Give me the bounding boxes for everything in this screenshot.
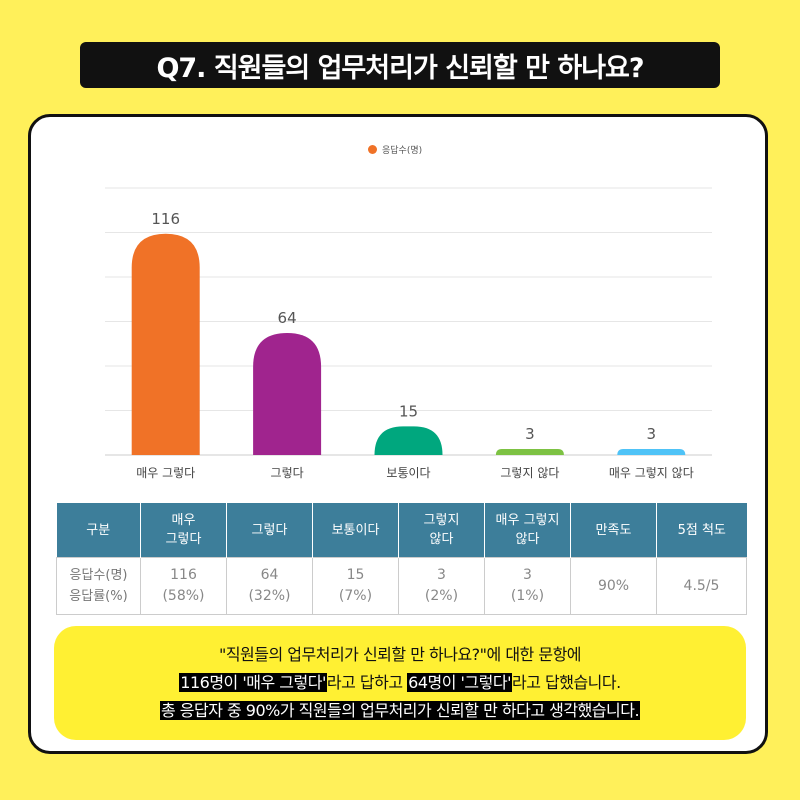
bar-value-label: 116 bbox=[151, 210, 180, 228]
summary-line-3: 총 응답자 중 90%가 직원들의 업무처리가 신뢰할 만 하다고 생각했습니다… bbox=[159, 697, 641, 725]
bar bbox=[253, 332, 322, 455]
category-label: 매우 그렇다 bbox=[136, 465, 195, 480]
bar bbox=[495, 449, 564, 455]
category-label: 매우 그렇지 않다 bbox=[609, 465, 694, 480]
summary-box: "직원들의 업무처리가 신뢰할 만 하나요?"에 대한 문항에 116명이 '매… bbox=[54, 626, 746, 740]
table-cell: 4.5/5 bbox=[656, 557, 747, 615]
category-label: 그렇다 bbox=[271, 465, 304, 480]
table-header: 그렇지 않다 bbox=[398, 503, 485, 558]
summary-text: 라고 답하고 bbox=[326, 673, 408, 692]
table-header: 매우 그렇다 bbox=[140, 503, 227, 558]
bar-value-label: 3 bbox=[647, 425, 657, 443]
bar-value-label: 15 bbox=[399, 402, 418, 420]
stats-table: 구분 매우 그렇다 그렇다 보통이다 그렇지 않다 매우 그렇지 않다 만족도 … bbox=[56, 503, 747, 615]
chart-legend: 응답수(명) bbox=[368, 143, 422, 156]
table-cell: 3 (2%) bbox=[398, 557, 485, 615]
title-banner: Q7. 직원들의 업무처리가 신뢰할 만 하나요? bbox=[80, 42, 720, 88]
bar-value-label: 64 bbox=[278, 309, 297, 327]
table-cell: 116 (58%) bbox=[140, 557, 227, 615]
table-header: 5점 척도 bbox=[656, 503, 747, 558]
legend-swatch bbox=[368, 145, 377, 154]
summary-line-2: 116명이 '매우 그렇다'라고 답하고 64명이 '그렇다'라고 답했습니다. bbox=[179, 669, 621, 697]
summary-highlight: 64명이 '그렇다' bbox=[407, 673, 512, 692]
table-row-label: 응답수(명) 응답률(%) bbox=[56, 557, 141, 615]
table-header: 만족도 bbox=[570, 503, 657, 558]
summary-text: 라고 답했습니다. bbox=[511, 673, 621, 692]
table-cell: 3 (1%) bbox=[484, 557, 571, 615]
table-header: 그렇다 bbox=[226, 503, 313, 558]
page-title: Q7. 직원들의 업무처리가 신뢰할 만 하나요? bbox=[156, 52, 644, 84]
table-cell: 90% bbox=[570, 557, 657, 615]
category-label: 그렇지 않다 bbox=[500, 465, 559, 480]
table-header: 구분 bbox=[56, 503, 141, 558]
summary-highlight: 116명이 '매우 그렇다' bbox=[179, 673, 327, 692]
legend-label: 응답수(명) bbox=[382, 146, 423, 156]
table-header: 매우 그렇지 않다 bbox=[484, 503, 571, 558]
table-cell: 64 (32%) bbox=[226, 557, 313, 615]
summary-highlight: 총 응답자 중 90%가 직원들의 업무처리가 신뢰할 만 하다고 생각했습니다… bbox=[159, 701, 641, 720]
summary-line-1: "직원들의 업무처리가 신뢰할 만 하나요?"에 대한 문항에 bbox=[218, 641, 582, 669]
bar-value-label: 3 bbox=[525, 425, 535, 443]
summary-text: "직원들의 업무처리가 신뢰할 만 하나요?"에 대한 문항에 bbox=[218, 645, 582, 664]
bar bbox=[617, 449, 686, 455]
bar bbox=[131, 233, 200, 455]
table-cell: 15 (7%) bbox=[312, 557, 399, 615]
bar bbox=[374, 426, 443, 455]
table-header-row: 구분 매우 그렇다 그렇다 보통이다 그렇지 않다 매우 그렇지 않다 만족도 … bbox=[56, 503, 747, 558]
table-row: 응답수(명) 응답률(%) 116 (58%) 64 (32%) 15 (7%)… bbox=[56, 557, 747, 615]
category-label: 보통이다 bbox=[386, 466, 430, 480]
bar-chart: 116 매우 그렇다 64 그렇다 15 보통이다 3 그렇지 않다 3 매우 그렇지 않다 bbox=[105, 187, 712, 480]
table-header: 보통이다 bbox=[312, 503, 399, 558]
